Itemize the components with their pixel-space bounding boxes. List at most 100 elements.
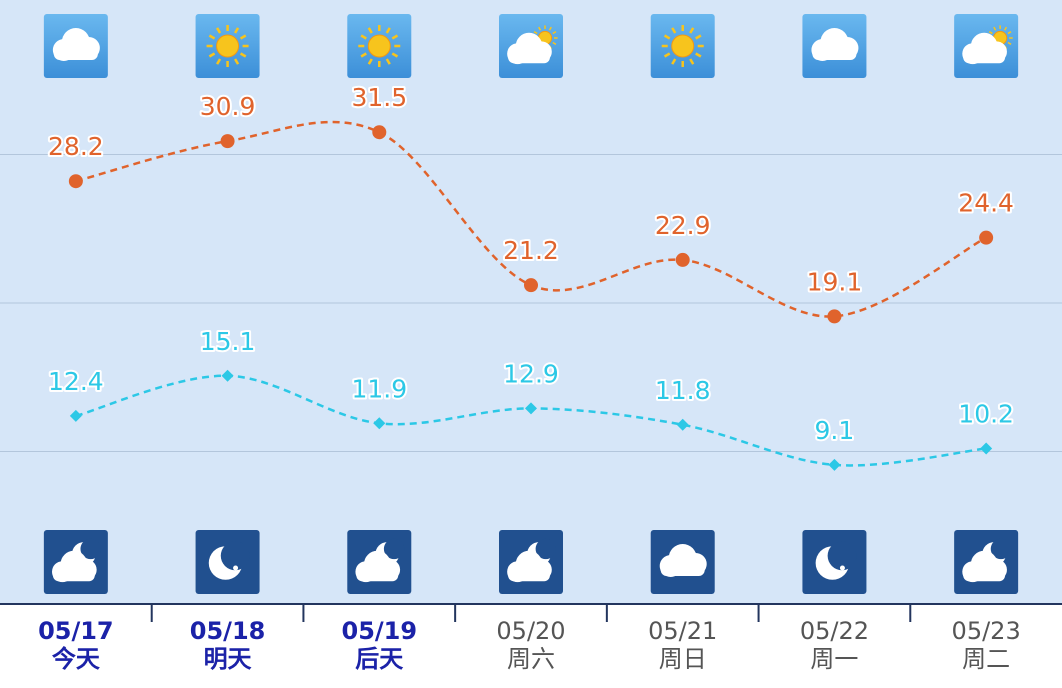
sun-ray — [360, 52, 367, 58]
point — [221, 369, 234, 382]
sun-ray — [671, 58, 677, 65]
sun-ray — [988, 31, 993, 35]
point — [525, 402, 537, 415]
cloud-part — [508, 51, 550, 64]
cloud-part — [963, 51, 1006, 64]
weather-icon — [954, 530, 1019, 594]
weather-icon — [43, 14, 108, 78]
sun-ray — [689, 27, 695, 34]
sun-ray — [367, 27, 373, 34]
point — [827, 309, 842, 324]
moon-cut — [220, 541, 250, 571]
cloud-part — [963, 569, 1006, 582]
sun-ray — [239, 34, 247, 40]
cloud-part — [812, 48, 857, 60]
moon-cut — [383, 538, 405, 560]
sun-ray — [663, 34, 671, 40]
value-label: 31.5 — [351, 83, 407, 112]
sun-ray — [663, 52, 671, 58]
weekday-label: 明天 — [204, 645, 252, 673]
sun-ray — [391, 34, 399, 40]
weather-icon — [195, 530, 260, 594]
weather-icon — [347, 14, 412, 78]
weekday-label: 后天 — [355, 645, 403, 673]
sun-ray — [1007, 41, 1012, 45]
sun-ray — [993, 26, 997, 31]
sun-ray — [215, 27, 222, 34]
sun-ray — [689, 58, 695, 65]
moon-cut — [535, 538, 556, 560]
sun-ray — [360, 34, 367, 40]
date-label: 05/23 — [952, 617, 1021, 645]
plot-background — [0, 0, 1062, 603]
sun-ray — [695, 52, 702, 58]
cloud-part — [53, 48, 98, 60]
weekday-label: 今天 — [52, 645, 100, 673]
point — [68, 174, 83, 189]
sun-ray — [391, 52, 399, 58]
sun-core — [671, 34, 695, 58]
weekday-label: 周二 — [962, 645, 1010, 673]
point — [979, 230, 994, 245]
moon-cut — [827, 541, 857, 571]
point — [220, 134, 235, 149]
sun-ray — [533, 31, 538, 35]
weather-icon — [499, 530, 563, 594]
sun-ray — [538, 26, 542, 31]
value-label: 21.2 — [503, 236, 559, 265]
weekday-label: 周六 — [507, 645, 555, 673]
date-strip — [0, 603, 1062, 684]
sun-ray — [671, 27, 677, 34]
value-label: 19.1 — [807, 267, 863, 296]
weather-icon — [499, 14, 563, 78]
value-label: 28.2 — [48, 132, 104, 161]
date-label: 05/22 — [800, 617, 869, 645]
moon-cut — [80, 538, 101, 560]
point — [675, 252, 690, 267]
point — [676, 418, 689, 431]
value-label: 12.9 — [503, 359, 559, 388]
sun-ray — [239, 52, 247, 58]
sun-ray — [233, 27, 240, 34]
point — [828, 458, 841, 471]
value-label: 9.1 — [815, 416, 855, 445]
point — [524, 278, 538, 293]
cloud-part — [660, 564, 705, 576]
weather-icon — [650, 14, 715, 78]
weekday-label: 周日 — [659, 645, 707, 673]
value-label: 11.9 — [351, 374, 407, 403]
sun-ray — [552, 31, 557, 35]
point — [372, 125, 387, 140]
weather-icon — [347, 530, 412, 594]
weekday-label: 周一 — [810, 645, 858, 673]
weather-icon — [802, 530, 867, 594]
sun-ray — [233, 58, 240, 65]
cloud-part — [52, 569, 95, 582]
cloud-part — [356, 569, 399, 582]
value-label: 11.8 — [655, 376, 711, 405]
sun-ray — [215, 58, 222, 65]
date-label: 05/18 — [190, 617, 266, 645]
sun-ray — [695, 34, 702, 40]
point — [373, 417, 386, 430]
sun-ray — [1007, 31, 1012, 35]
sun-ray — [548, 26, 552, 31]
sun-ray — [385, 58, 391, 65]
cloud-part — [508, 569, 550, 582]
star — [839, 565, 845, 571]
weather-icon — [802, 14, 867, 78]
value-label: 22.9 — [655, 211, 711, 240]
weather-icon — [43, 530, 108, 594]
value-label: 12.4 — [48, 367, 104, 396]
point — [69, 409, 82, 422]
value-label: 10.2 — [958, 400, 1014, 429]
date-label: 05/20 — [496, 617, 565, 645]
sun-core — [367, 34, 391, 58]
date-label: 05/17 — [38, 617, 114, 645]
sun-ray — [1003, 26, 1008, 31]
sun-ray — [208, 34, 216, 40]
point — [980, 442, 993, 455]
star — [233, 565, 239, 571]
value-label: 24.4 — [958, 189, 1014, 218]
